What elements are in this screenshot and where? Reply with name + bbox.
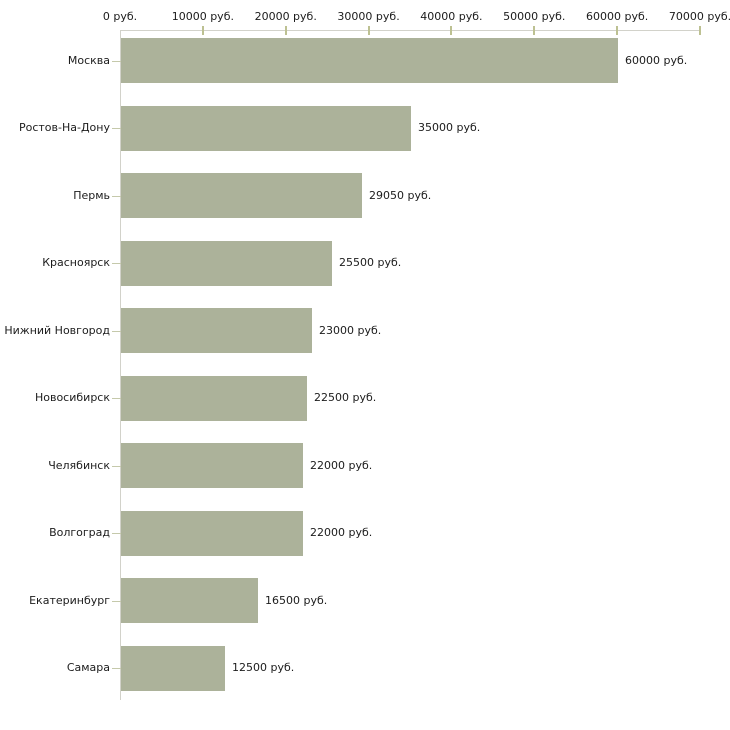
x-tick-mark [699,26,701,35]
bar [121,308,312,353]
x-tick-mark [533,26,536,35]
value-label: 22000 руб. [310,526,373,539]
category-label: Екатеринбург [29,594,110,607]
category-tick-mark [112,533,121,534]
category-tick-mark [112,668,121,669]
category-tick-mark [112,398,121,399]
x-tick-label: 0 руб. [102,10,138,23]
category-label: Челябинск [48,459,110,472]
category-label: Ростов-На-Дону [18,121,110,134]
value-label: 16500 руб. [265,594,328,607]
category-tick-mark [112,263,121,264]
category-tick-mark [112,61,121,62]
bar [121,241,332,286]
category-tick-mark [112,466,121,467]
x-tick-label: 50000 руб. [503,10,566,23]
category-label: Красноярск [42,256,110,269]
bar [121,578,258,623]
bar [121,646,225,691]
x-tick-mark [367,26,370,35]
x-axis-line [120,30,701,31]
value-label: 29050 руб. [369,189,432,202]
x-tick-mark [284,26,287,35]
bar [121,106,411,151]
x-tick-label: 20000 руб. [254,10,317,23]
value-label: 60000 руб. [625,54,688,67]
value-label: 35000 руб. [418,121,481,134]
category-label: Москва [67,54,110,67]
category-label: Волгоград [49,526,110,539]
value-label: 23000 руб. [319,324,382,337]
x-tick-mark [616,26,619,35]
bar [121,443,303,488]
category-label: Новосибирск [34,391,110,404]
bar [121,38,618,83]
x-tick-mark [201,26,204,35]
x-tick-label: 40000 руб. [420,10,483,23]
x-tick-label: 10000 руб. [171,10,234,23]
bar [121,376,307,421]
value-label: 25500 руб. [339,256,402,269]
x-tick-label: 60000 руб. [586,10,649,23]
value-label: 22000 руб. [310,459,373,472]
x-tick-mark [450,26,453,35]
x-tick-label: 30000 руб. [337,10,400,23]
bar [121,173,362,218]
x-tick-label: 70000 руб. [668,10,730,23]
category-label: Пермь [73,189,110,202]
y-axis-line [120,30,121,700]
value-label: 12500 руб. [232,661,295,674]
bar [121,511,303,556]
category-tick-mark [112,331,121,332]
value-label: 22500 руб. [314,391,377,404]
category-tick-mark [112,128,121,129]
category-tick-mark [112,196,121,197]
category-label: Нижний Новгород [4,324,110,337]
category-label: Самара [66,661,110,674]
category-tick-mark [112,601,121,602]
